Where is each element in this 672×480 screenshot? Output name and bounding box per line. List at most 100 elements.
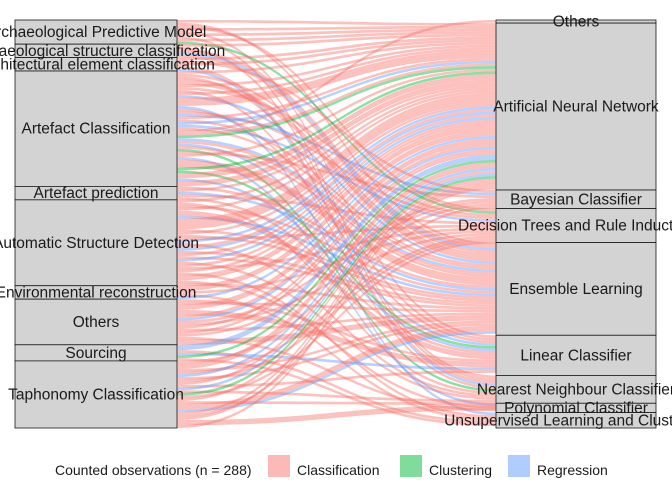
flow-clustering: [177, 41, 496, 214]
right-label: Polynomial Classifier: [504, 400, 648, 417]
left-node-automatic-structure-detection: [14, 199, 178, 287]
flow-classification: [177, 68, 496, 157]
flow-clustering: [177, 176, 496, 396]
flow-classification: [177, 301, 496, 313]
left-label: Architectural element classification: [0, 56, 215, 73]
flow-classification: [177, 114, 496, 257]
flow-classification: [177, 141, 496, 310]
flow-classification: [177, 122, 496, 273]
flow-regression: [177, 215, 496, 297]
flow-classification: [177, 312, 496, 332]
flow-regression: [177, 146, 496, 321]
flow-clustering: [177, 66, 496, 139]
flow-regression: [177, 124, 496, 222]
flow-classification: [177, 206, 496, 418]
flow-classification: [177, 82, 496, 187]
flow-classification: [177, 181, 496, 415]
flow-classification: [177, 315, 496, 343]
flow-regression: [177, 143, 496, 347]
left-label: Automatic Structure Detection: [0, 235, 199, 252]
flow-regression: [177, 173, 496, 391]
flow-clustering: [177, 170, 496, 349]
flow-classification: [177, 213, 496, 360]
flow-regression: [177, 113, 496, 196]
flow-classification: [177, 336, 496, 412]
flow-classification: [177, 125, 496, 278]
flow-classification: [177, 186, 496, 428]
flow-classification: [177, 261, 496, 400]
flow-classification: [177, 229, 496, 299]
flow-classification: [177, 194, 496, 225]
legend-swatch-regression: [508, 455, 530, 477]
flow-classification: [177, 36, 496, 379]
flow-classification: [177, 170, 496, 386]
flow-regression: [177, 105, 496, 416]
flow-regression: [177, 157, 496, 351]
flow-classification: [177, 320, 496, 372]
flow-classification: [177, 146, 496, 278]
flow-classification: [177, 49, 496, 248]
flow-classification: [177, 103, 496, 235]
flow-classification: [177, 25, 496, 31]
flows-layer: [177, 20, 496, 428]
right-label: Decision Trees and Rule Induction: [458, 218, 672, 235]
flow-regression: [177, 178, 496, 352]
flow-classification: [177, 20, 496, 26]
labels-layer: Archaeological Predictive Model Archaeolo…: [0, 14, 672, 430]
flow-classification: [177, 140, 496, 275]
right-label: Others: [553, 14, 600, 31]
flow-classification: [177, 164, 496, 286]
flow-classification: [177, 250, 496, 305]
flow-regression: [177, 168, 496, 377]
flow-classification: [177, 184, 496, 420]
left-node-artefact-classification: [14, 70, 178, 187]
flow-regression: [177, 138, 496, 273]
right-label: Bayesian Classifier: [510, 191, 642, 208]
flow-classification: [177, 79, 496, 259]
flow-classification: [177, 36, 496, 61]
left-label: Artefact prediction: [34, 185, 159, 202]
flow-classification: [177, 127, 496, 270]
flow-classification: [177, 60, 496, 193]
flow-classification: [177, 178, 496, 402]
flow-classification: [177, 92, 496, 222]
right-node-ensemble-learning: [495, 242, 657, 336]
flow-regression: [177, 111, 496, 251]
flow-classification: [177, 74, 496, 176]
legend-swatch-clustering: [400, 455, 422, 477]
right-node-decision-trees-and-rule-induction: [495, 208, 657, 243]
flow-classification: [177, 55, 496, 106]
flow-classification: [177, 89, 496, 389]
right-label: Ensemble Learning: [509, 281, 643, 298]
flow-classification: [177, 299, 496, 363]
flow-classification: [177, 390, 496, 403]
right-label: Unsupervised Learning and Clustering: [444, 412, 672, 429]
flow-classification: [177, 151, 496, 199]
left-node-archaeological-predictive-model: [14, 19, 178, 45]
flow-classification: [177, 162, 496, 283]
flow-classification: [177, 309, 496, 365]
left-node-others: [14, 298, 178, 346]
flow-classification: [177, 401, 496, 405]
legend: Counted observations (n = 288) Classific…: [55, 455, 608, 478]
left-label: Environmental reconstruction: [0, 284, 196, 301]
flow-classification: [177, 240, 496, 399]
flow-classification: [177, 235, 496, 375]
flow-classification: [177, 210, 496, 357]
nodes-layer: [14, 19, 657, 429]
flow-classification: [177, 49, 496, 101]
flow-classification: [177, 227, 496, 270]
flow-classification: [177, 407, 496, 426]
flow-classification: [177, 370, 496, 388]
flow-classification: [177, 30, 496, 338]
left-label: Taphonomy Classification: [8, 386, 184, 403]
flow-classification: [177, 44, 496, 88]
flow-classification: [177, 87, 496, 217]
right-label: Linear Classifier: [520, 347, 631, 364]
flow-classification: [177, 39, 496, 66]
flow-regression: [177, 68, 496, 387]
flow-classification: [177, 203, 496, 364]
flow-regression: [177, 106, 496, 243]
flow-classification: [177, 358, 496, 426]
flow-classification: [177, 256, 496, 307]
